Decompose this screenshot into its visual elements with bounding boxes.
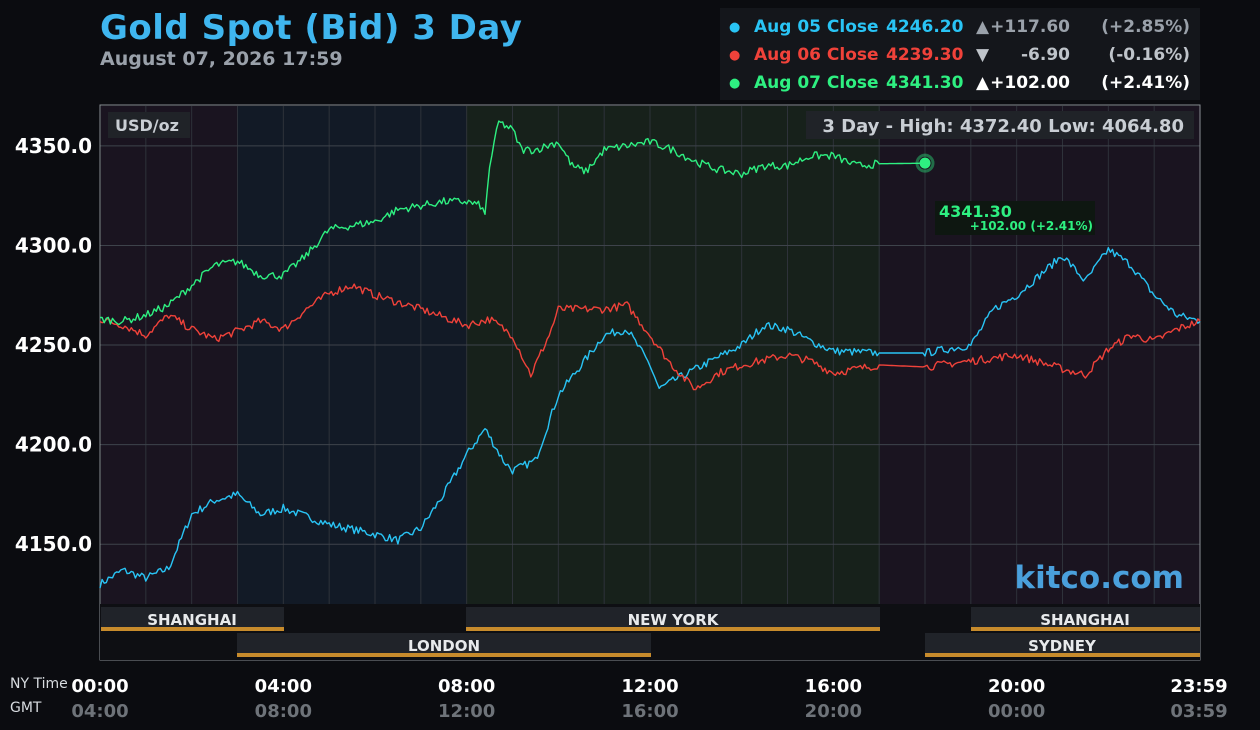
legend-pct: (-0.16%)	[1108, 45, 1190, 65]
session-bg-evening	[880, 106, 1200, 604]
x-tick-label-ny: 04:00	[255, 676, 312, 697]
legend-row-aug05: ● Aug 05 Close 4246.20 ▲ +117.60 (+2.85%…	[720, 17, 1200, 45]
chart-timestamp: August 07, 2026 17:59	[100, 48, 343, 70]
market-label-shanghai: SHANGHAI	[147, 611, 237, 629]
x-tick-label-ny: 16:00	[805, 676, 862, 697]
y-tick-label: 4350.0	[15, 134, 92, 158]
x-tick-label-gmt: 00:00	[988, 701, 1045, 722]
legend-arrow-icon: ▲	[976, 17, 990, 37]
x-tick-label-gmt: 03:59	[1170, 701, 1227, 722]
legend-label: Aug 07 Close	[754, 73, 879, 93]
legend-row-aug06: ● Aug 06 Close 4239.30 ▼ -6.90 (-0.16%)	[720, 45, 1200, 73]
watermark: kitco.com	[1015, 560, 1185, 596]
range-label: 3 Day - High: 4372.40 Low: 4064.80	[822, 116, 1184, 137]
x-tick-label-gmt: 16:00	[621, 701, 678, 722]
market-bar-shanghai	[101, 607, 284, 629]
market-label-newyork: NEW YORK	[628, 611, 720, 629]
x-tick-label-gmt: 04:00	[71, 701, 128, 722]
market-bar-shanghai-2	[971, 607, 1200, 629]
y-tick-label: 4300.0	[15, 233, 92, 257]
x-tick-label-gmt: 12:00	[438, 701, 495, 722]
x-tick-label-ny: 12:00	[621, 676, 678, 697]
series-lines	[99, 120, 1201, 589]
x-tick-label-ny: 20:00	[988, 676, 1045, 697]
x-tick-label-ny: 00:00	[71, 676, 128, 697]
legend-change: -6.90	[1021, 45, 1070, 65]
series-line-aug-07	[99, 120, 925, 326]
legend-arrow-icon: ▲	[976, 73, 990, 93]
series-line-aug-05	[99, 247, 1201, 589]
legend-close: 4246.20	[886, 17, 964, 37]
x-tick-label-ny: 08:00	[438, 676, 495, 697]
y-tick-label: 4250.0	[15, 333, 92, 357]
legend: ● Aug 05 Close 4246.20 ▲ +117.60 (+2.85%…	[720, 8, 1200, 100]
market-underline	[101, 627, 284, 631]
market-label-london: LONDON	[408, 637, 480, 655]
legend-close: 4239.30	[886, 45, 964, 65]
legend-pct: (+2.41%)	[1101, 73, 1190, 93]
y-axis-unit-label: USD/oz	[115, 116, 179, 135]
last-price-label: 4341.30	[939, 202, 1012, 221]
legend-change: +117.60	[990, 17, 1070, 37]
market-bar-sydney	[925, 633, 1200, 655]
y-tick-label: 4150.0	[15, 532, 92, 556]
last-point-marker	[919, 157, 931, 169]
y-ticks: 4150.0 4200.0 4250.0 4300.0 4350.0	[15, 134, 92, 556]
legend-change: +102.00	[990, 73, 1070, 93]
session-bg-newyork	[466, 106, 880, 604]
market-underline	[971, 627, 1200, 631]
y-tick-label: 4200.0	[15, 433, 92, 457]
legend-dot-icon: ●	[729, 76, 741, 91]
legend-dot-icon: ●	[729, 20, 741, 35]
range-label-bg	[806, 111, 1194, 139]
x-tick-label-gmt: 20:00	[805, 701, 862, 722]
legend-arrow-icon: ▼	[976, 45, 990, 65]
legend-row-aug07: ● Aug 07 Close 4341.30 ▲ +102.00 (+2.41%…	[720, 73, 1200, 101]
market-bar-newyork	[466, 607, 880, 629]
last-point-halo	[915, 153, 935, 173]
last-change-label: +102.00 (+2.41%)	[970, 219, 1093, 233]
legend-dot-icon: ●	[729, 48, 741, 63]
legend-label: Aug 06 Close	[754, 45, 879, 65]
session-bg-asia	[101, 106, 237, 604]
x-tick-label-gmt: 08:00	[255, 701, 312, 722]
legend-label: Aug 05 Close	[754, 17, 879, 37]
chart-title: Gold Spot (Bid) 3 Day	[100, 8, 523, 48]
legend-close: 4341.30	[886, 73, 964, 93]
x-tick-label-ny: 23:59	[1170, 676, 1227, 697]
market-label-shanghai-2: SHANGHAI	[1040, 611, 1130, 629]
market-label-sydney: SYDNEY	[1028, 637, 1097, 655]
last-price-box	[935, 201, 1095, 235]
market-bar-london	[237, 633, 651, 655]
unit-label-bg	[108, 112, 190, 138]
x-axis-label-ny: NY Time	[10, 676, 68, 692]
x-ticks: 00:00 04:00 08:00 12:00 16:00 20:00 23:59 04:00…	[71, 676, 1227, 722]
grid-lines	[100, 106, 1200, 604]
market-underline	[466, 627, 880, 631]
legend-pct: (+2.85%)	[1101, 17, 1190, 37]
series-line-aug-06	[99, 283, 1201, 391]
session-bg-london	[237, 106, 466, 604]
market-underline	[925, 653, 1200, 657]
x-axis-label-gmt: GMT	[10, 700, 42, 716]
market-underline	[237, 653, 651, 657]
